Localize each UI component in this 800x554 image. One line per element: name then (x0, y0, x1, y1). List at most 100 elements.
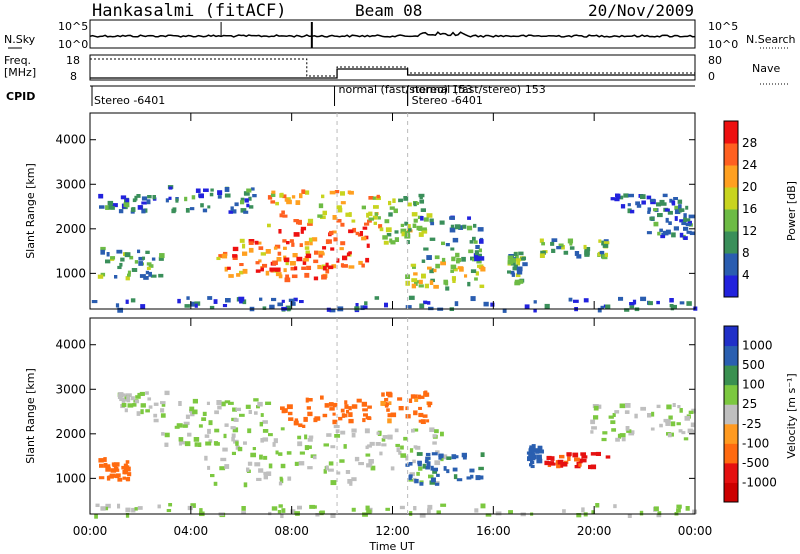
colorbar-tick-label: -100 (742, 436, 769, 450)
echo-cell (130, 396, 135, 401)
echo-cell (679, 408, 683, 413)
echo-cell (470, 269, 477, 274)
echo-cell (120, 195, 127, 200)
echo-cell (367, 219, 372, 223)
echo-cell (640, 194, 646, 200)
echo-cell (194, 303, 198, 308)
echo-cell (656, 513, 662, 518)
echo-cell (469, 240, 474, 244)
echo-cell (189, 207, 195, 211)
echo-cell (593, 415, 599, 420)
echo-cell (472, 258, 476, 262)
echo-cell (420, 419, 426, 425)
echo-cell (283, 246, 287, 250)
echo-cell (190, 301, 196, 307)
echo-cell (379, 451, 383, 456)
echo-cell (119, 397, 124, 402)
echo-cell (656, 300, 660, 305)
echo-cell (474, 256, 480, 262)
echo-cell (187, 432, 192, 437)
echo-cell (348, 418, 354, 424)
echo-cell (248, 239, 255, 243)
echo-cell (207, 205, 211, 209)
echo-cell (348, 229, 354, 234)
echo-cell (673, 226, 679, 231)
echo-cell (190, 503, 196, 508)
echo-cell (584, 252, 590, 257)
echo-cell (126, 395, 130, 400)
echo-cell (140, 304, 146, 309)
echo-cell (373, 205, 379, 209)
echo-cell (473, 240, 478, 244)
echo-cell (418, 232, 424, 237)
echo-cell (438, 456, 442, 460)
cpid-label: CPID (6, 90, 35, 103)
echo-cell (141, 208, 146, 214)
nave-tick-low: 0 (708, 70, 715, 83)
echo-cell (365, 257, 370, 263)
echo-cell (291, 274, 298, 279)
echo-cell (301, 189, 306, 195)
echo-cell (282, 214, 288, 218)
echo-cell (304, 272, 310, 278)
echo-cell (345, 470, 351, 474)
echo-cell (396, 447, 400, 453)
echo-cell (407, 224, 411, 229)
colorbar-tick-label: 4 (742, 268, 750, 282)
echo-cell (145, 391, 149, 395)
echo-cell (119, 262, 123, 267)
echo-cell (329, 190, 336, 195)
echo-cell (382, 435, 388, 439)
echo-cell (419, 199, 425, 204)
echo-cell (297, 441, 303, 447)
echo-cell (373, 221, 378, 225)
echo-cell (293, 420, 299, 426)
echo-cell (441, 241, 445, 246)
echo-cell (683, 437, 689, 441)
echo-cell (593, 405, 599, 411)
echo-cell (294, 418, 299, 423)
echo-cell (385, 227, 392, 233)
echo-cell (581, 455, 588, 459)
echo-cell (418, 284, 424, 288)
echo-cell (605, 304, 611, 309)
echo-cell (653, 208, 658, 212)
echo-cell (247, 428, 252, 434)
echo-cell (366, 509, 372, 515)
echo-cell (214, 428, 220, 433)
echo-cell (483, 301, 489, 307)
y-tick-label: 3000 (55, 382, 86, 396)
power-panel-bg (90, 113, 695, 309)
echo-cell (408, 462, 413, 466)
echo-cell (408, 398, 413, 403)
echo-cell (568, 297, 573, 302)
echo-cell (647, 413, 652, 418)
echo-cell (376, 194, 380, 199)
x-tick-label: 12:00 (375, 524, 410, 538)
echo-cell (252, 194, 257, 198)
echo-cell (278, 452, 283, 456)
date-title: 20/Nov/2009 (588, 1, 694, 20)
echo-cell (267, 223, 271, 228)
echo-cell (134, 399, 140, 404)
echo-cell (510, 270, 515, 275)
echo-cell (198, 424, 203, 428)
echo-cell (131, 268, 138, 272)
echo-cell (136, 194, 141, 198)
echo-cell (479, 256, 485, 261)
echo-cell (433, 268, 437, 273)
echo-cell (456, 259, 460, 264)
echo-cell (516, 266, 523, 272)
echo-cell (304, 246, 310, 250)
echo-cell (665, 421, 671, 426)
echo-cell (567, 456, 571, 461)
echo-cell (241, 511, 246, 515)
echo-cell (413, 445, 418, 449)
echo-cell (687, 220, 692, 225)
echo-cell (452, 237, 459, 243)
echo-cell (125, 507, 131, 513)
echo-cell (230, 426, 236, 430)
echo-cell (100, 506, 106, 511)
echo-cell (541, 242, 546, 246)
echo-cell (678, 208, 682, 213)
